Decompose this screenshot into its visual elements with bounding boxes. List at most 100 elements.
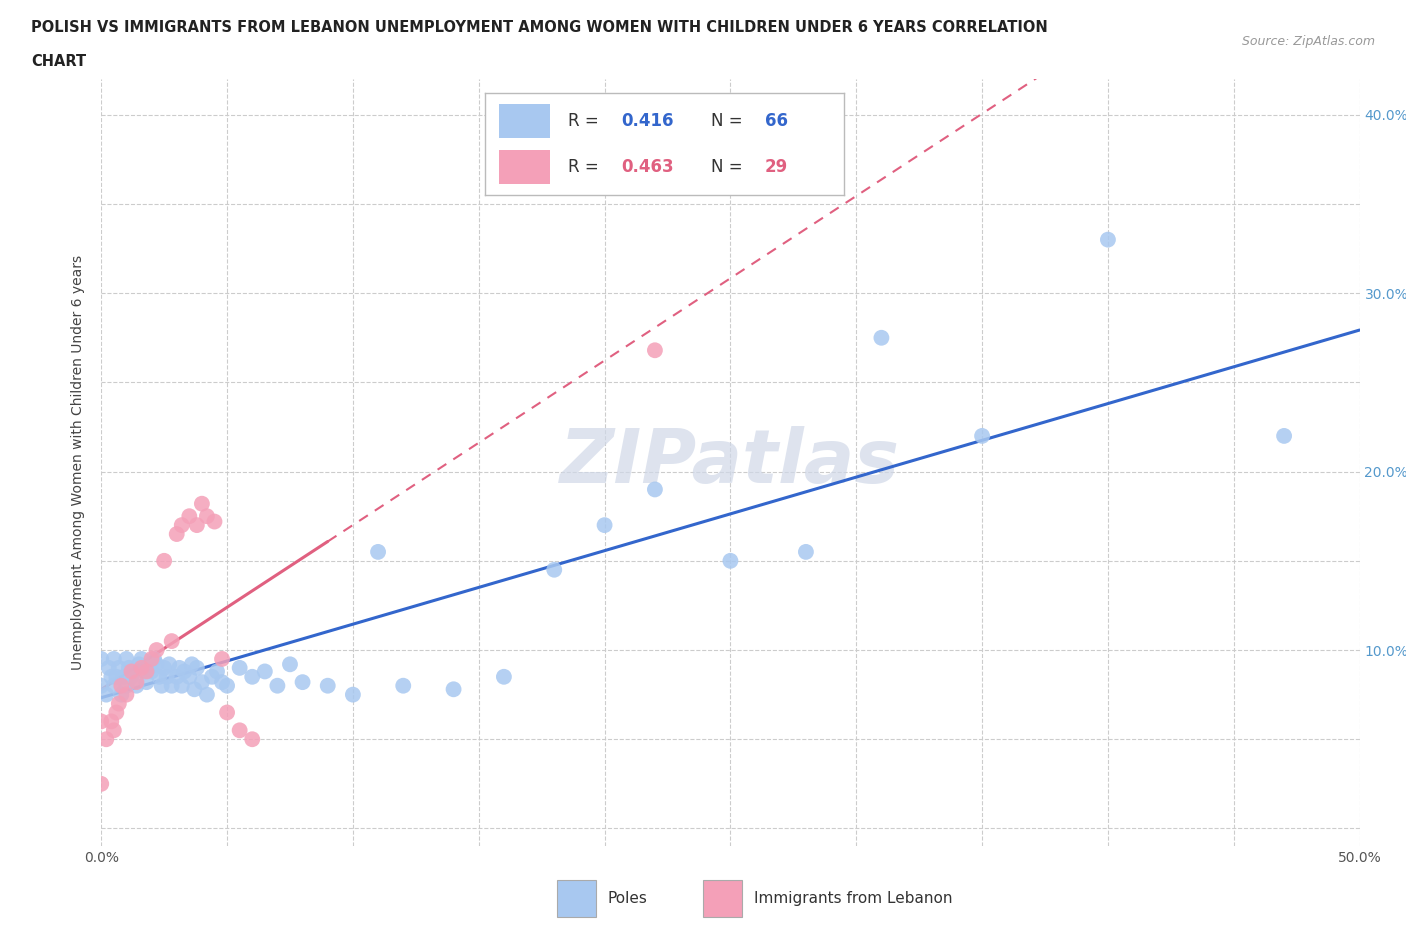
Point (228, 723, 250, 737)
Point (593, 518, 616, 533)
Point (150, 678, 173, 693)
Point (90, 652, 112, 667)
Point (201, 670, 224, 684)
Text: CHART: CHART (31, 54, 86, 69)
Text: Immigrants from Lebanon: Immigrants from Lebanon (754, 891, 952, 906)
Point (90, 777, 112, 791)
Point (145, 657, 167, 671)
Point (108, 697, 131, 711)
Point (794, 544, 817, 559)
Text: Source: ZipAtlas.com: Source: ZipAtlas.com (1241, 35, 1375, 48)
Point (138, 660, 160, 675)
Point (266, 678, 288, 693)
Text: 66: 66 (765, 112, 787, 129)
Point (112, 670, 135, 684)
Point (170, 678, 193, 693)
Point (108, 660, 131, 675)
Point (191, 497, 214, 512)
Point (120, 670, 142, 684)
Text: Poles: Poles (607, 891, 647, 906)
Point (145, 643, 167, 658)
Text: N =: N = (711, 112, 748, 129)
Point (131, 660, 153, 675)
Point (173, 664, 195, 679)
Text: ZIPatlas: ZIPatlas (561, 426, 900, 499)
Point (131, 652, 153, 667)
Point (160, 678, 183, 693)
Point (278, 657, 301, 671)
Point (166, 526, 188, 541)
Point (132, 664, 155, 679)
Text: 29: 29 (765, 158, 787, 176)
Bar (499, 151, 550, 184)
Point (157, 657, 180, 671)
Point (120, 664, 142, 679)
Point (179, 670, 201, 684)
Point (125, 678, 148, 693)
Text: R =: R = (568, 112, 603, 129)
Point (90, 678, 112, 693)
Text: R =: R = (568, 158, 603, 176)
Point (148, 670, 170, 684)
Point (205, 664, 228, 679)
Point (135, 664, 157, 679)
Text: 0.463: 0.463 (621, 158, 673, 176)
Point (105, 705, 128, 720)
Point (103, 678, 125, 693)
Point (90, 714, 112, 729)
Point (316, 678, 339, 693)
Point (110, 678, 132, 693)
Point (100, 670, 122, 684)
Point (122, 664, 145, 679)
Bar (557, 880, 596, 917)
Point (153, 553, 176, 568)
Text: N =: N = (711, 158, 748, 176)
Point (195, 509, 218, 524)
Point (96, 732, 118, 747)
Point (110, 687, 132, 702)
Point (644, 343, 666, 358)
Point (166, 670, 188, 684)
Point (240, 732, 263, 747)
Point (970, 429, 993, 444)
Point (160, 633, 183, 648)
Point (105, 670, 128, 684)
Point (492, 670, 515, 684)
Point (443, 682, 465, 697)
Point (115, 678, 138, 693)
Point (167, 660, 190, 675)
Point (186, 518, 208, 533)
Point (141, 652, 163, 667)
Point (1097, 232, 1119, 247)
Point (128, 657, 150, 671)
Point (644, 482, 666, 497)
Point (183, 682, 205, 697)
Point (186, 660, 208, 675)
Point (125, 674, 148, 689)
Point (870, 330, 893, 345)
Point (100, 714, 122, 729)
Text: POLISH VS IMMIGRANTS FROM LEBANON UNEMPLOYMENT AMONG WOMEN WITH CHILDREN UNDER 6: POLISH VS IMMIGRANTS FROM LEBANON UNEMPL… (31, 20, 1047, 35)
Point (211, 674, 233, 689)
Point (204, 514, 226, 529)
Point (97, 660, 120, 675)
Point (143, 652, 166, 667)
Point (103, 723, 125, 737)
Point (103, 652, 125, 667)
Point (720, 553, 742, 568)
Point (217, 705, 239, 720)
Point (141, 664, 163, 679)
Point (180, 657, 202, 671)
Point (191, 674, 214, 689)
Point (211, 652, 233, 667)
Point (217, 678, 239, 693)
Bar (703, 880, 742, 917)
Bar (499, 104, 550, 138)
Point (240, 670, 263, 684)
Point (170, 518, 193, 533)
Point (115, 687, 138, 702)
Point (96, 687, 118, 702)
Point (156, 670, 179, 684)
Point (1272, 429, 1295, 444)
Point (253, 664, 276, 679)
